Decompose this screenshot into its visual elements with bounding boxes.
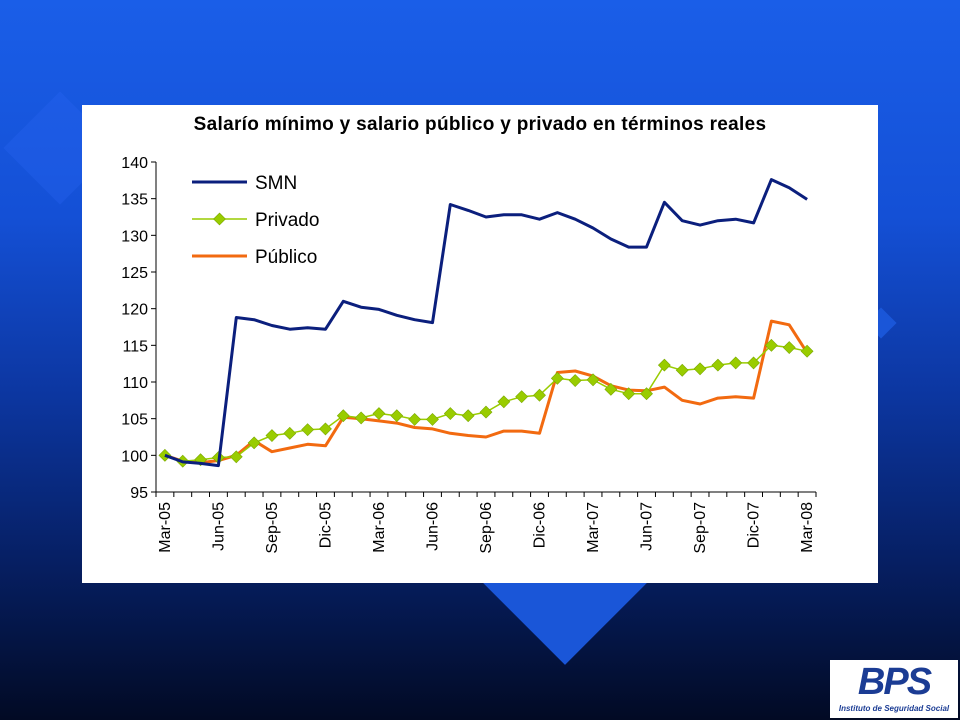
x-tick-label: Mar-07	[585, 502, 602, 553]
y-tick-label: 140	[121, 155, 148, 172]
data-point-privado	[782, 341, 796, 354]
x-tick-label: Sep-07	[692, 502, 709, 554]
y-tick-label: 135	[121, 192, 148, 209]
data-point-privado	[265, 429, 279, 442]
y-tick-label: 110	[122, 375, 148, 392]
y-tick-label: 125	[121, 265, 148, 282]
data-point-privado	[426, 412, 439, 426]
data-point-privado	[800, 344, 814, 358]
y-tick-label: 130	[121, 228, 148, 245]
x-tick-label: Mar-08	[799, 502, 816, 553]
x-tick-label: Sep-05	[264, 502, 281, 554]
data-point-privado	[408, 412, 422, 426]
x-tick-label: Sep-06	[478, 502, 495, 554]
y-tick-label: 115	[122, 338, 148, 355]
legend-label-smn: SMN	[255, 173, 297, 194]
data-point-privado	[764, 338, 778, 352]
x-tick-label: Mar-05	[157, 502, 174, 553]
data-point-privado	[622, 387, 636, 401]
data-point-privado	[675, 363, 689, 377]
series-line-smn	[164, 178, 808, 468]
legend-label-público: Público	[255, 247, 317, 268]
data-point-privado	[515, 390, 529, 404]
data-point-privado	[586, 373, 600, 387]
data-point-privado	[550, 371, 564, 385]
data-point-privado	[461, 409, 475, 423]
data-point-privado	[711, 358, 725, 372]
chart-panel: Salarío mínimo y salario público y priva…	[82, 105, 878, 583]
data-point-privado	[693, 362, 707, 376]
bps-logo: BPS Instituto de Seguridad Social	[830, 660, 958, 718]
x-tick-label: Dic-06	[532, 502, 549, 548]
data-point-privado	[247, 436, 261, 450]
y-tick-label: 100	[121, 448, 148, 465]
data-point-privado	[568, 374, 582, 387]
data-point-privado	[336, 409, 350, 423]
x-tick-label: Mar-06	[371, 502, 388, 553]
data-point-privado	[747, 356, 760, 370]
data-point-privado	[283, 426, 297, 440]
data-point-privado	[479, 405, 493, 419]
data-point-privado	[657, 358, 671, 372]
legend-marker-privado	[213, 212, 226, 226]
y-tick-label: 120	[121, 302, 148, 319]
data-point-privado	[729, 356, 743, 370]
x-tick-label: Dic-05	[317, 502, 334, 548]
x-tick-label: Dic-07	[746, 502, 763, 548]
line-chart: Salarío mínimo y salario público y priva…	[121, 114, 817, 554]
data-point-privado	[390, 409, 404, 423]
data-point-privado	[319, 422, 332, 436]
legend-label-privado: Privado	[255, 210, 319, 231]
y-tick-label: 95	[130, 485, 148, 502]
data-point-privado	[354, 411, 368, 425]
data-point-privado	[301, 423, 315, 437]
data-point-privado	[229, 450, 243, 464]
data-point-privado	[533, 388, 546, 402]
data-point-privado	[497, 395, 511, 409]
x-tick-label: Jun-05	[210, 502, 227, 551]
data-point-privado	[604, 382, 618, 396]
data-point-privado	[372, 407, 386, 420]
y-tick-label: 105	[121, 412, 148, 429]
x-tick-label: Jun-06	[424, 502, 441, 551]
x-tick-label: Jun-07	[639, 502, 656, 551]
logo-mark: BPS	[857, 661, 932, 703]
series-line-público	[164, 319, 809, 465]
data-point-privado	[640, 387, 653, 401]
logo-tagline: Instituto de Seguridad Social	[838, 704, 950, 713]
data-point-privado	[443, 407, 457, 420]
chart-title: Salarío mínimo y salario público y priva…	[194, 114, 767, 135]
